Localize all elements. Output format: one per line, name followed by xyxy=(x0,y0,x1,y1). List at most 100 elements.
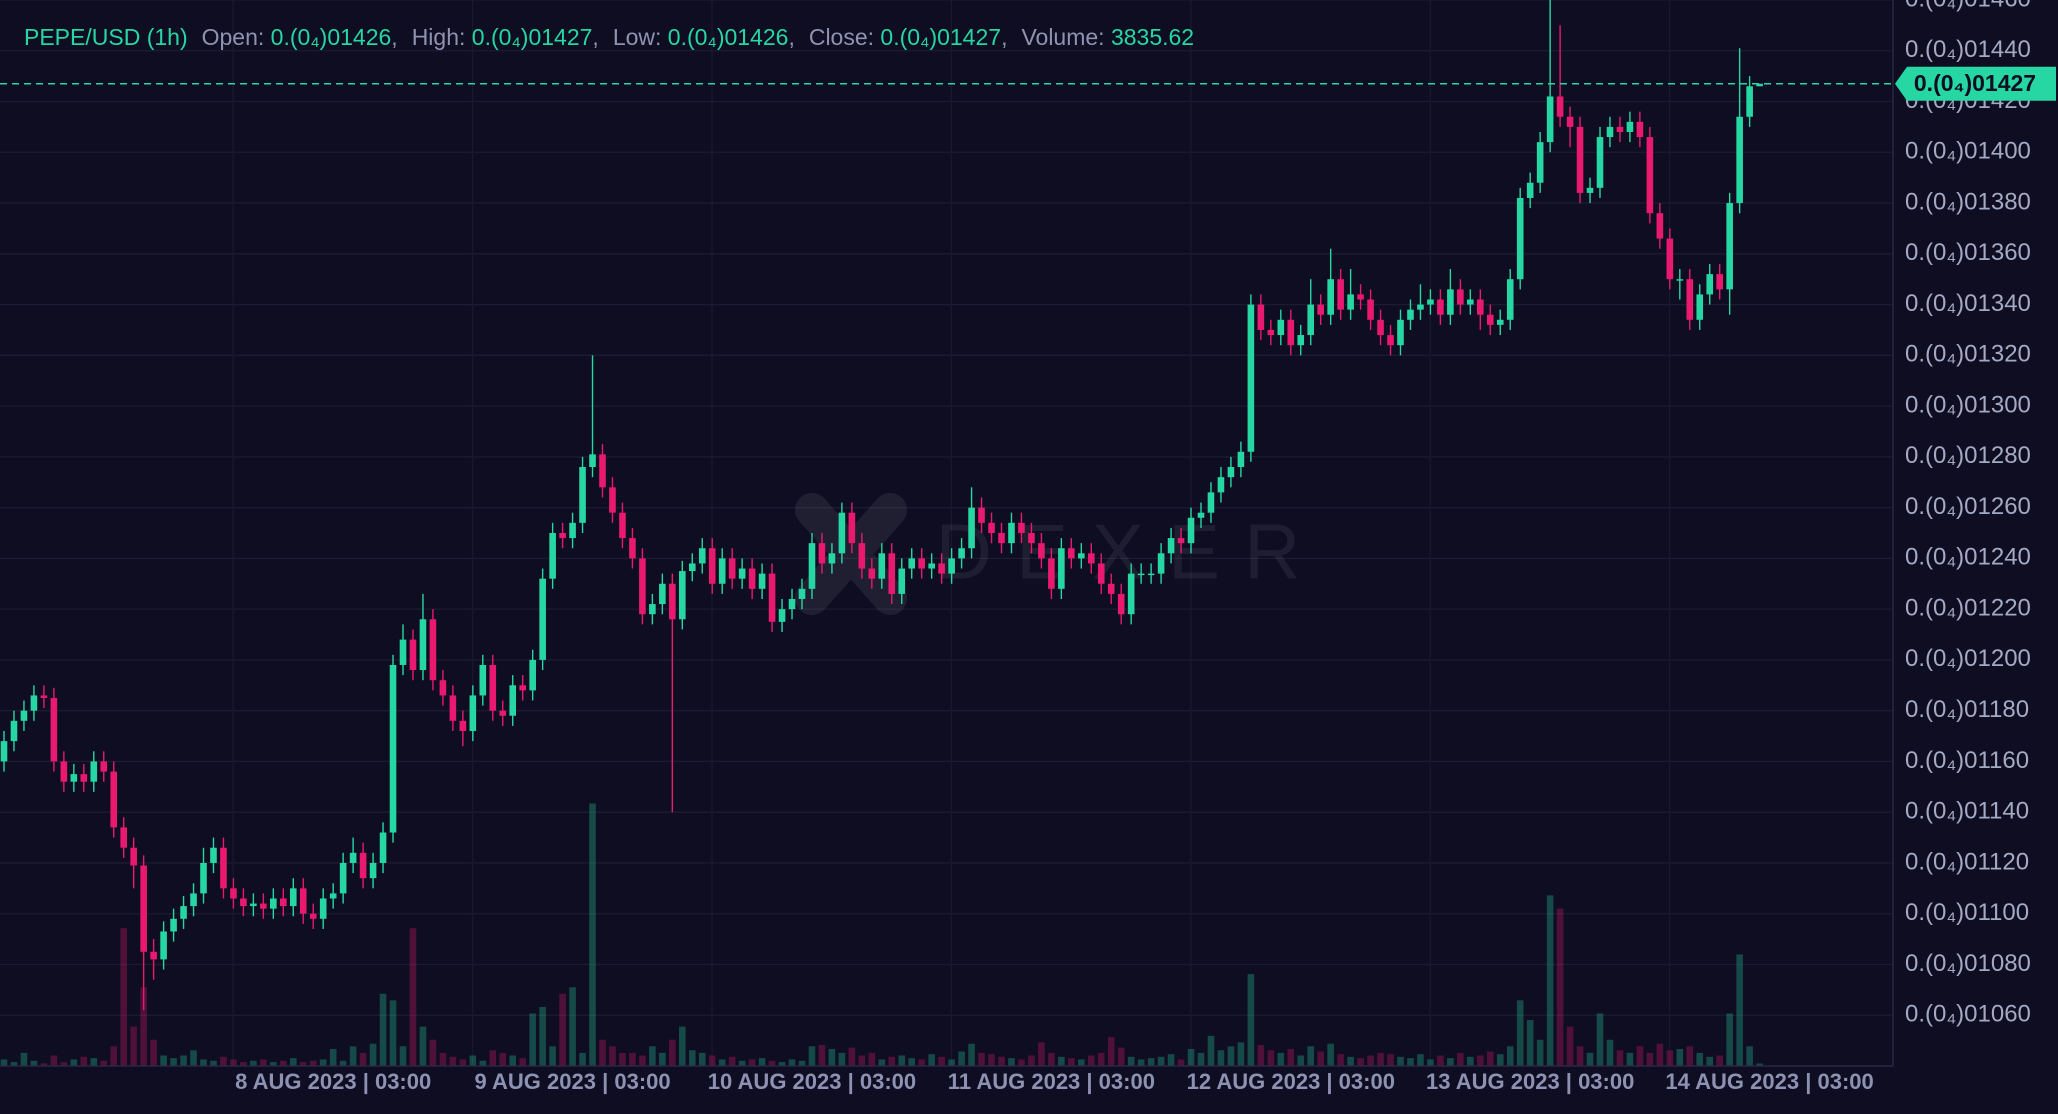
volume-bar xyxy=(1407,1058,1414,1066)
candle-body xyxy=(788,598,796,610)
candle-body xyxy=(140,865,147,952)
candle-body xyxy=(629,538,636,559)
separator: , xyxy=(788,24,795,50)
candle-body xyxy=(529,659,536,691)
volume-bar xyxy=(1636,1046,1644,1066)
volume-bar xyxy=(140,987,147,1066)
candle-body xyxy=(1187,517,1195,544)
volume-bar xyxy=(0,1059,8,1066)
volume-bar xyxy=(1586,1052,1594,1066)
candle-body xyxy=(1028,533,1035,544)
candle-body xyxy=(1566,116,1574,127)
candle-body xyxy=(1457,289,1464,305)
candle-body xyxy=(349,852,357,863)
volume-bar xyxy=(130,1026,137,1066)
volume-bar xyxy=(379,993,387,1066)
volume-bar xyxy=(1457,1052,1464,1066)
candle-body xyxy=(1576,126,1584,193)
candle-body xyxy=(220,847,227,889)
candle-body xyxy=(409,639,417,671)
volume-bar xyxy=(1217,1050,1225,1066)
volume-bar xyxy=(948,1059,955,1066)
volume-bar xyxy=(409,928,417,1066)
candle-body xyxy=(289,888,297,907)
volume-bar xyxy=(479,1060,487,1066)
candle-body xyxy=(1207,492,1215,513)
volume-bar xyxy=(1028,1055,1035,1066)
candle-body xyxy=(579,467,586,523)
volume-bar xyxy=(1576,1046,1584,1066)
volume-bar xyxy=(1177,1059,1185,1066)
volume-bar xyxy=(1068,1058,1075,1066)
candle-body xyxy=(1237,451,1245,468)
candle-body xyxy=(1327,279,1334,315)
candle-body xyxy=(1107,583,1115,594)
y-tick-label: 0.(0₄)01260 xyxy=(1905,493,2031,520)
candle-body xyxy=(639,558,646,615)
volume-bar xyxy=(389,1000,397,1066)
volume-bar xyxy=(289,1058,297,1066)
candle-body xyxy=(758,573,766,589)
candle-body xyxy=(1696,294,1704,320)
candle-body xyxy=(1666,238,1674,280)
y-tick-label: 0.(0₄)01080 xyxy=(1905,950,2031,977)
candle-body xyxy=(688,563,696,572)
volume-bar xyxy=(220,1056,227,1066)
volume-bar xyxy=(1526,1020,1534,1066)
candle-body xyxy=(559,533,566,539)
volume-bar xyxy=(1377,1052,1384,1066)
y-tick-label: 0.(0₄)01220 xyxy=(1905,594,2031,621)
symbol: PEPE/USD (1h) xyxy=(24,24,188,50)
volume-bar xyxy=(1287,1048,1295,1066)
candle-body xyxy=(599,454,606,488)
candle-body xyxy=(1287,319,1295,346)
candle-body xyxy=(998,533,1005,544)
volume-bar xyxy=(150,1039,157,1066)
field-label: Close: xyxy=(808,24,875,50)
volume-bar xyxy=(1087,1055,1095,1066)
candle-body xyxy=(329,893,337,899)
volume-bar xyxy=(818,1044,826,1066)
candle-body xyxy=(519,685,526,691)
separator: , xyxy=(1001,24,1008,50)
candle-body xyxy=(1477,299,1484,315)
volume-bar xyxy=(1147,1058,1155,1066)
watermark-logo xyxy=(795,493,907,615)
candle-body xyxy=(1626,121,1634,132)
candle-body xyxy=(898,568,906,594)
volume-bar xyxy=(210,1060,217,1066)
y-tick-label: 0.(0₄)01360 xyxy=(1905,239,2031,266)
volume-bar xyxy=(998,1056,1005,1066)
volume-bar xyxy=(748,1059,756,1066)
volume-bar xyxy=(629,1052,636,1066)
candle-body xyxy=(1018,522,1025,533)
candle-body xyxy=(848,512,856,544)
x-tick-label: 12 AUG 2023 | 03:00 xyxy=(1187,1069,1395,1094)
candle-body xyxy=(569,522,576,539)
candle-body xyxy=(1676,279,1684,281)
candle-body xyxy=(240,898,247,907)
volume-bar xyxy=(868,1052,876,1066)
candle-body xyxy=(70,774,78,782)
volume-bar xyxy=(1716,1055,1723,1066)
candle-body xyxy=(489,664,497,711)
candle-body xyxy=(1427,299,1434,305)
candle-body xyxy=(1736,116,1743,204)
candle-body xyxy=(878,553,886,579)
x-tick-label: 11 AUG 2023 | 03:00 xyxy=(948,1069,1155,1094)
candle-body xyxy=(858,543,866,569)
volume-bar xyxy=(1447,1058,1454,1066)
candle-body xyxy=(1227,467,1235,478)
candle-body xyxy=(1307,304,1315,336)
candle-body xyxy=(359,852,367,879)
volume-bar xyxy=(399,1046,407,1066)
candle-body xyxy=(469,695,477,731)
candle-body xyxy=(1526,182,1534,198)
y-tick-label: 0.(0₄)01100 xyxy=(1905,899,2029,926)
candle-body xyxy=(539,578,546,660)
volume-bar xyxy=(459,1059,467,1066)
volume-bar xyxy=(1327,1043,1334,1066)
candle-body xyxy=(339,862,347,894)
volume-bar xyxy=(1137,1059,1145,1066)
